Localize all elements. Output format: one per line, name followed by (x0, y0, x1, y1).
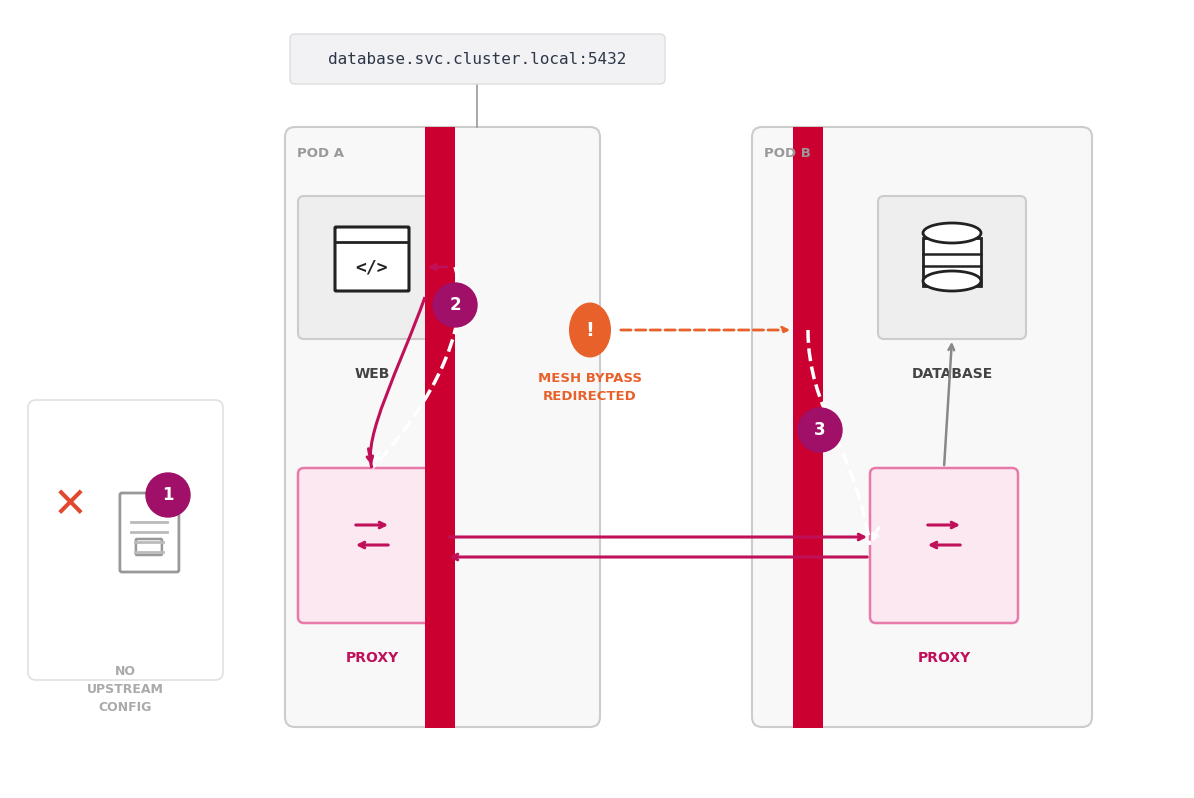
Text: WEB: WEB (355, 367, 389, 381)
Text: NO
UPSTREAM
CONFIG: NO UPSTREAM CONFIG (86, 665, 164, 714)
Text: MESH BYPASS: MESH BYPASS (538, 372, 642, 385)
Text: 2: 2 (449, 296, 461, 314)
Text: DATABASE: DATABASE (911, 367, 992, 381)
Text: POD B: POD B (764, 147, 811, 160)
Text: PROXY: PROXY (345, 651, 399, 665)
FancyBboxPatch shape (336, 227, 410, 291)
FancyBboxPatch shape (298, 196, 447, 339)
Bar (793, 127, 823, 728)
Text: </>: </> (356, 258, 388, 276)
Circle shape (798, 408, 842, 452)
FancyBboxPatch shape (285, 127, 601, 727)
FancyBboxPatch shape (878, 196, 1026, 339)
FancyBboxPatch shape (136, 539, 162, 555)
Circle shape (433, 283, 476, 327)
Text: ✕: ✕ (53, 484, 87, 526)
Text: PROXY: PROXY (917, 651, 971, 665)
Ellipse shape (923, 223, 981, 243)
FancyBboxPatch shape (298, 468, 447, 623)
Text: !: ! (585, 321, 595, 339)
Bar (923, 238, 981, 286)
FancyBboxPatch shape (290, 34, 665, 84)
Ellipse shape (923, 271, 981, 291)
Ellipse shape (570, 302, 611, 358)
Circle shape (146, 473, 190, 517)
Text: REDIRECTED: REDIRECTED (543, 390, 636, 403)
Text: POD A: POD A (297, 147, 344, 160)
Text: 3: 3 (814, 421, 826, 439)
Text: database.svc.cluster.local:5432: database.svc.cluster.local:5432 (328, 52, 626, 66)
FancyBboxPatch shape (752, 127, 1093, 727)
FancyBboxPatch shape (119, 493, 179, 572)
Bar (425, 127, 455, 728)
FancyBboxPatch shape (27, 400, 223, 680)
FancyBboxPatch shape (870, 468, 1018, 623)
Text: 1: 1 (162, 486, 174, 504)
